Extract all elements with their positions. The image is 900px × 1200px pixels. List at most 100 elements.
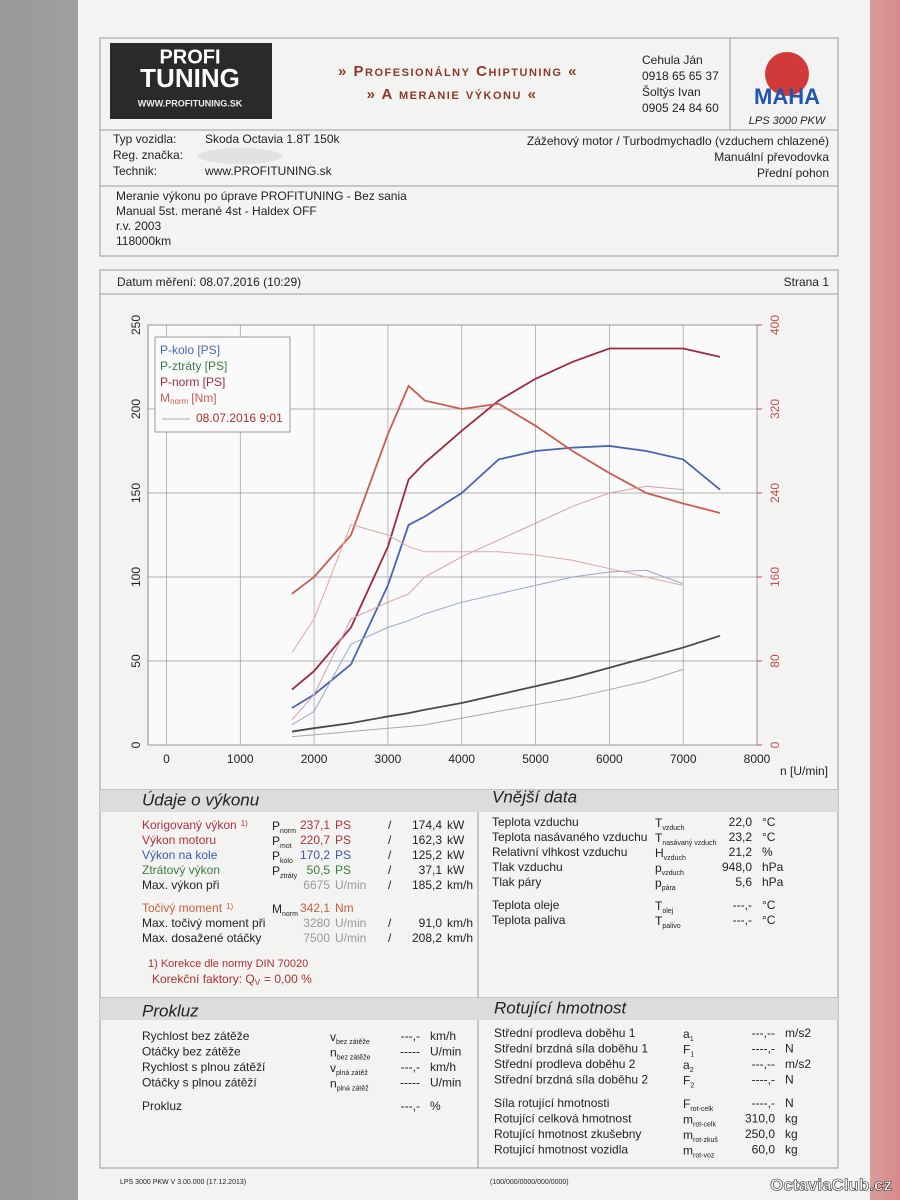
row-label: Tlak páry <box>492 875 541 889</box>
vehicle-label: Typ vozidla: <box>113 132 176 146</box>
row-label: Max. výkon při <box>142 878 219 892</box>
row-label: Otáčky bez zátěže <box>142 1045 241 1059</box>
row-unit: km/h <box>447 878 473 892</box>
symbol-main: a <box>683 1027 690 1041</box>
vehicle-label: Technik: <box>113 164 157 178</box>
row-value: ---,- <box>401 1060 420 1074</box>
logo-url: WWW.PROFITUNING.SK <box>138 98 243 108</box>
symbol-sub: kolo <box>280 858 293 865</box>
symbol-main: F <box>683 1074 690 1088</box>
x-tick-label: 4000 <box>448 752 475 766</box>
series-line <box>291 384 721 595</box>
row-unit: U/min <box>335 878 366 892</box>
symbol: mrot-zkuš <box>683 1128 718 1144</box>
row-label: Otáčky s plnou zátěží <box>142 1076 257 1090</box>
row-value: 22,0 <box>729 815 753 829</box>
symbol-main: T <box>655 831 663 845</box>
symbol-sub: 1 <box>690 1051 694 1058</box>
row-value: 170,2 <box>300 848 330 862</box>
symbol: vbez zátěže <box>330 1030 370 1046</box>
row-label: Rotující celková hmotnost <box>494 1112 632 1126</box>
row-value: 342,1 <box>300 901 330 915</box>
row-sep: / <box>388 833 392 847</box>
row-value: ----,- <box>752 1096 775 1110</box>
watermark: OctaviaClub.cz <box>770 1175 892 1194</box>
symbol: nbez zátěže <box>330 1046 371 1062</box>
symbol-main: a <box>683 1058 690 1072</box>
row-unit: Nm <box>335 901 354 915</box>
symbol-main: T <box>655 914 663 928</box>
row-sep: / <box>388 931 392 945</box>
row-unit: kg <box>785 1127 798 1141</box>
symbol-sub: rot-voz <box>693 1152 715 1159</box>
symbol-sub: bez zátěže <box>336 1039 370 1046</box>
legend-entry: P-norm [PS] <box>160 375 225 389</box>
symbol: a1 <box>683 1027 694 1043</box>
row-value: 91,0 <box>419 916 443 930</box>
symbol-sub: plná zátěž <box>337 1085 369 1092</box>
row-sep: / <box>388 863 392 877</box>
row-value: ---,- <box>401 1099 420 1113</box>
row-unit: PS <box>335 833 351 847</box>
symbol-main: p <box>655 861 662 875</box>
row-unit: °C <box>762 815 776 829</box>
section-title: Prokluz <box>142 1001 199 1020</box>
symbol-main: m <box>683 1113 693 1127</box>
contact: Šoltýs Ivan <box>642 84 701 99</box>
row-unit: kW <box>447 818 465 832</box>
footer-version: LPS 3000 PKW V 3.00.000 (17.12.2013) <box>120 1179 246 1186</box>
note: r.v. 2003 <box>116 219 161 233</box>
symbol-main: T <box>655 816 663 830</box>
symbol-sub: vzduch <box>662 870 684 877</box>
row-value: 220,7 <box>300 833 330 847</box>
header-title: » A meranie výkonu « <box>367 86 538 103</box>
symbol: Pkolo <box>272 849 293 865</box>
row-value: 208,2 <box>412 931 442 945</box>
vehicle-value: www.PROFITUNING.sk <box>204 164 333 178</box>
symbol: Pmot <box>272 834 292 850</box>
y-tick-label: 250 <box>129 315 143 335</box>
symbol-sub: plná zátěž <box>336 1070 368 1077</box>
row-label: Teplota oleje <box>492 898 560 912</box>
row-label: Střední prodleva doběhu 2 <box>494 1057 636 1071</box>
row-unit: N <box>785 1042 794 1056</box>
symbol-main: P <box>272 819 280 833</box>
row-label: Točivý moment <box>142 901 223 915</box>
symbol-sub: olej <box>662 908 673 915</box>
row-sep: / <box>388 848 392 862</box>
row-value: 23,2 <box>729 830 753 844</box>
x-tick-label: 1000 <box>227 752 254 766</box>
vehicle-label: Reg. značka: <box>113 148 183 162</box>
row-unit: U/min <box>430 1076 461 1090</box>
row-value: 37,1 <box>419 863 443 877</box>
row-value: 250,0 <box>745 1127 775 1141</box>
row-label: Prokluz <box>142 1099 182 1113</box>
series-line <box>291 445 721 709</box>
legend-comparison: 08.07.2016 9:01 <box>196 411 283 425</box>
symbol-sub: mot <box>280 843 292 850</box>
row-value: ---,- <box>401 1029 420 1043</box>
row-sep: / <box>388 878 392 892</box>
footer-code: (100/000/0000/000/0000) <box>490 1179 569 1186</box>
x-tick-label: 5000 <box>522 752 549 766</box>
y2-tick-label: 160 <box>768 567 782 587</box>
row-value: 50,5 <box>307 863 331 877</box>
section-band <box>100 998 838 1020</box>
row-unit: m/s2 <box>785 1026 811 1040</box>
row-unit: hPa <box>762 875 784 889</box>
symbol-sub: rot-celk <box>693 1121 716 1128</box>
comparison-line <box>291 569 684 726</box>
symbol: Mnorm <box>272 902 298 918</box>
y2-tick-label: 400 <box>768 315 782 335</box>
symbol-main: P <box>272 864 280 878</box>
symbol: pvzduch <box>655 861 684 877</box>
row-value: 237,1 <box>300 818 330 832</box>
row-value: ---,-- <box>752 1026 775 1040</box>
comparison-line <box>291 668 684 738</box>
legend-name: M <box>160 391 170 405</box>
row-value: 60,0 <box>752 1143 776 1157</box>
row-value: 7500 <box>303 931 330 945</box>
row-unit: % <box>430 1099 441 1113</box>
brand-seal <box>765 52 809 96</box>
